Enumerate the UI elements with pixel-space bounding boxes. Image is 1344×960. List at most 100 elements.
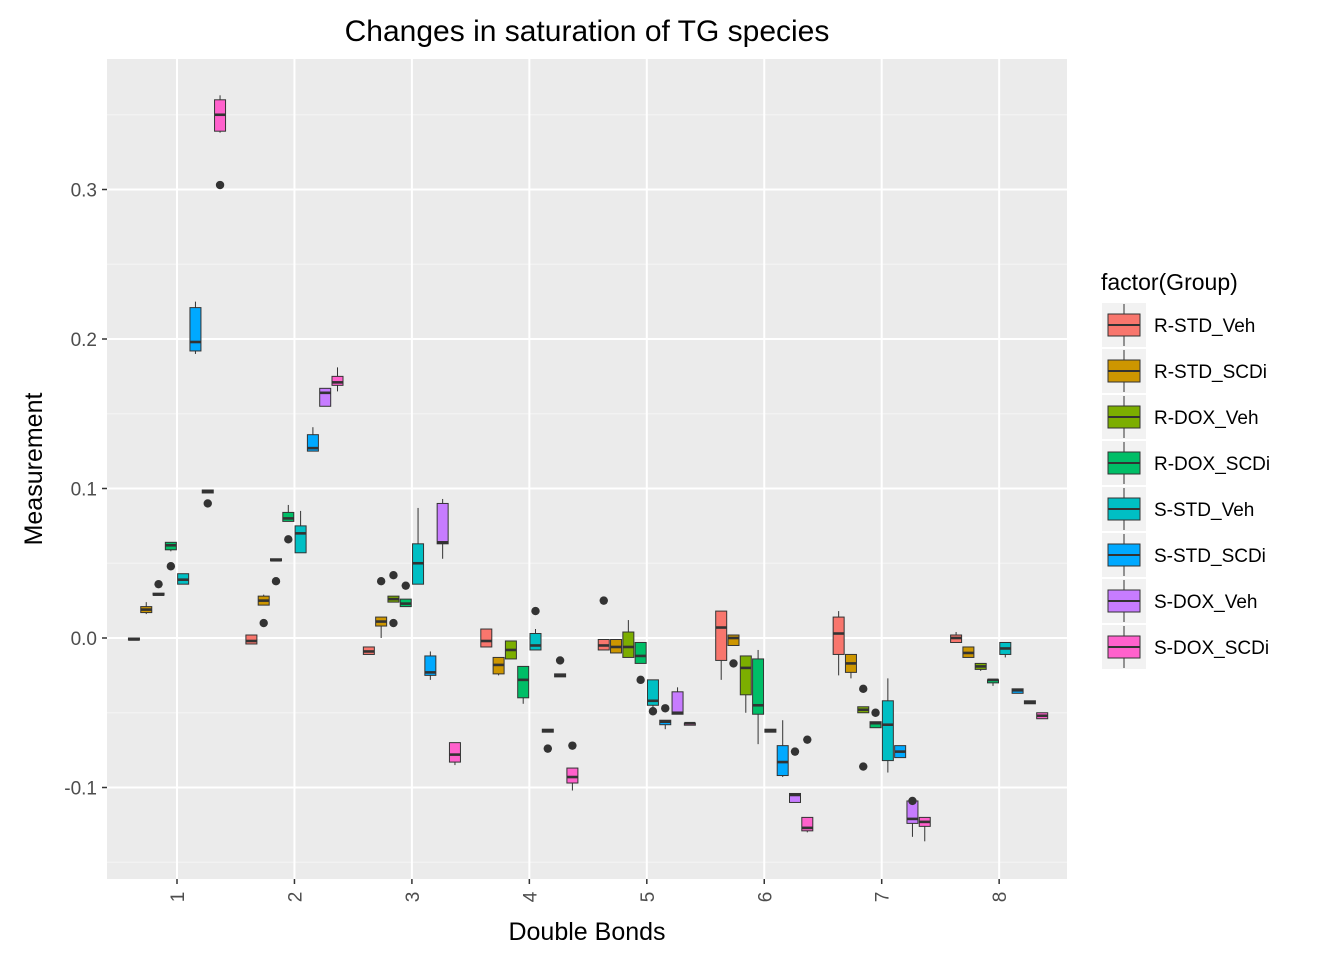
box-S-DOX_Veh-5 bbox=[671, 687, 684, 715]
box-body bbox=[776, 745, 789, 777]
box-R-DOX_SCDi-2 bbox=[282, 504, 295, 544]
y-tick-label: -0.1 bbox=[64, 779, 97, 800]
legend-label: R-DOX_Veh bbox=[1154, 408, 1259, 429]
box-S-STD_Veh-8 bbox=[999, 641, 1012, 658]
box-S-STD_SCDi-4 bbox=[541, 728, 554, 753]
box-R-DOX_Veh-5 bbox=[622, 620, 635, 658]
y-axis-title: Measurement bbox=[20, 393, 48, 546]
box-body bbox=[869, 721, 882, 729]
box-body bbox=[480, 628, 493, 648]
outlier-point bbox=[568, 741, 577, 750]
outlier-point bbox=[790, 747, 800, 756]
box-R-STD_SCDi-2 bbox=[257, 594, 270, 628]
outlier-point bbox=[531, 606, 540, 616]
legend-title: factor(Group) bbox=[1101, 269, 1238, 295]
box-R-DOX_SCDi-1 bbox=[164, 541, 177, 571]
box-S-STD_SCDi-2 bbox=[306, 427, 319, 452]
legend-label: S-STD_SCDi bbox=[1154, 546, 1266, 567]
outlier-point bbox=[599, 596, 608, 605]
box-R-STD_SCDi-6 bbox=[727, 634, 740, 668]
legend-item-R-DOX_SCDi: R-DOX_SCDi bbox=[1102, 441, 1270, 485]
box-body bbox=[282, 511, 295, 522]
y-tick-label: 0.1 bbox=[71, 480, 97, 501]
box-S-DOX_SCDi-7 bbox=[918, 816, 931, 842]
box-R-STD_Veh-1 bbox=[127, 637, 140, 641]
box-R-DOX_Veh-2 bbox=[270, 558, 282, 586]
outlier-point bbox=[401, 581, 410, 590]
box-S-DOX_SCDi-1 bbox=[214, 95, 227, 190]
x-tick-label: 2 bbox=[285, 892, 306, 903]
legend-label: R-DOX_SCDi bbox=[1154, 454, 1270, 475]
box-body bbox=[436, 502, 449, 545]
outlier-point bbox=[376, 576, 386, 586]
box-body bbox=[294, 525, 307, 554]
outlier-point bbox=[166, 562, 176, 571]
box-body bbox=[622, 631, 635, 658]
outlier-point bbox=[389, 618, 398, 628]
x-axis-title: Double Bonds bbox=[508, 918, 665, 946]
box-S-DOX_Veh-6 bbox=[789, 747, 801, 803]
box-body bbox=[306, 434, 319, 452]
y-tick-label: 0.2 bbox=[71, 330, 97, 351]
box-R-STD_Veh-5 bbox=[597, 596, 610, 651]
box-S-STD_Veh-6 bbox=[764, 728, 777, 733]
box-R-DOX_SCDi-3 bbox=[399, 581, 412, 608]
chart-title: Changes in saturation of TG species bbox=[345, 15, 830, 48]
box-body bbox=[245, 634, 258, 645]
y-tick-label: 0.0 bbox=[71, 629, 97, 650]
box-S-DOX_Veh-7 bbox=[906, 796, 919, 837]
legend-label: S-STD_Veh bbox=[1154, 500, 1254, 521]
box-S-STD_Veh-3 bbox=[412, 507, 425, 585]
outlier-point bbox=[389, 571, 398, 580]
x-tick-label: 6 bbox=[755, 892, 776, 903]
box-S-DOX_SCDi-4 bbox=[566, 741, 579, 791]
box-S-STD_SCDi-7 bbox=[894, 745, 907, 759]
outlier-point bbox=[803, 735, 812, 744]
box-R-STD_Veh-3 bbox=[362, 646, 375, 655]
box-body bbox=[789, 792, 801, 803]
x-tick-label: 3 bbox=[403, 892, 424, 903]
box-S-DOX_SCDi-5 bbox=[683, 721, 696, 726]
box-body bbox=[801, 816, 814, 832]
box-R-DOX_Veh-4 bbox=[504, 640, 517, 660]
box-R-DOX_Veh-8 bbox=[974, 662, 987, 671]
box-body bbox=[832, 616, 845, 655]
box-R-DOX_Veh-6 bbox=[739, 655, 752, 713]
box-R-DOX_SCDi-4 bbox=[517, 665, 530, 704]
outlier-point bbox=[908, 796, 917, 806]
box-S-STD_Veh-1 bbox=[177, 573, 190, 585]
legend-label: R-STD_SCDi bbox=[1154, 362, 1267, 383]
x-tick-label: 4 bbox=[520, 891, 541, 902]
box-body bbox=[671, 691, 684, 715]
box-R-STD_Veh-4 bbox=[480, 628, 493, 648]
box-R-STD_Veh-2 bbox=[245, 634, 258, 645]
outlier-point bbox=[555, 656, 565, 665]
box-R-DOX_SCDi-5 bbox=[634, 641, 647, 685]
box-S-DOX_SCDi-2 bbox=[331, 367, 344, 392]
outlier-point bbox=[636, 675, 645, 685]
outlier-point bbox=[284, 535, 293, 544]
box-S-DOX_Veh-8 bbox=[1023, 700, 1036, 705]
box-body bbox=[752, 658, 765, 715]
box-R-STD_SCDi-4 bbox=[492, 656, 505, 676]
box-R-STD_Veh-6 bbox=[715, 610, 728, 680]
box-S-STD_SCDi-3 bbox=[424, 651, 437, 680]
box-S-STD_SCDi-6 bbox=[776, 720, 789, 778]
legend-item-S-STD_SCDi: S-STD_SCDi bbox=[1102, 533, 1266, 577]
outlier-point bbox=[648, 707, 658, 716]
box-layer bbox=[127, 95, 1049, 842]
outlier-point bbox=[661, 704, 670, 713]
box-S-STD_Veh-4 bbox=[529, 606, 542, 651]
box-S-STD_Veh-7 bbox=[881, 678, 894, 773]
box-R-STD_Veh-8 bbox=[950, 632, 963, 643]
box-S-DOX_SCDi-3 bbox=[448, 742, 461, 766]
box-body bbox=[715, 610, 728, 661]
legend-item-S-STD_Veh: S-STD_Veh bbox=[1102, 487, 1254, 531]
box-body bbox=[529, 633, 542, 651]
box-body bbox=[727, 634, 740, 646]
plot-panel bbox=[107, 59, 1067, 879]
outlier-point bbox=[859, 762, 868, 771]
box-R-STD_SCDi-7 bbox=[844, 653, 857, 679]
box-R-DOX_Veh-1 bbox=[152, 579, 165, 596]
